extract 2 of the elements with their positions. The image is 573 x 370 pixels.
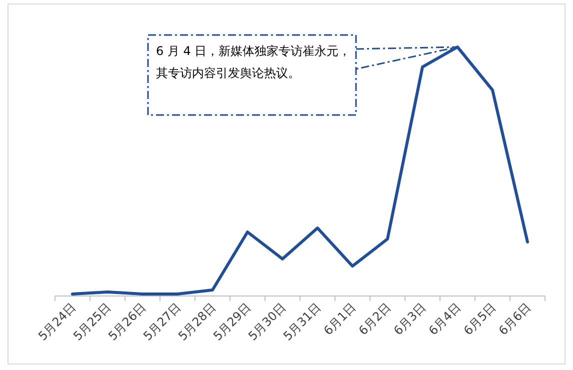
- annotation: 6 月 4 日，新媒体独家专访崔永元，其专访内容引发舆论热议。: [156, 44, 351, 80]
- picture-callout: 6 月 4 日，新媒体独家专访崔永元，其专访内容引发舆论热议。: [147, 34, 458, 116]
